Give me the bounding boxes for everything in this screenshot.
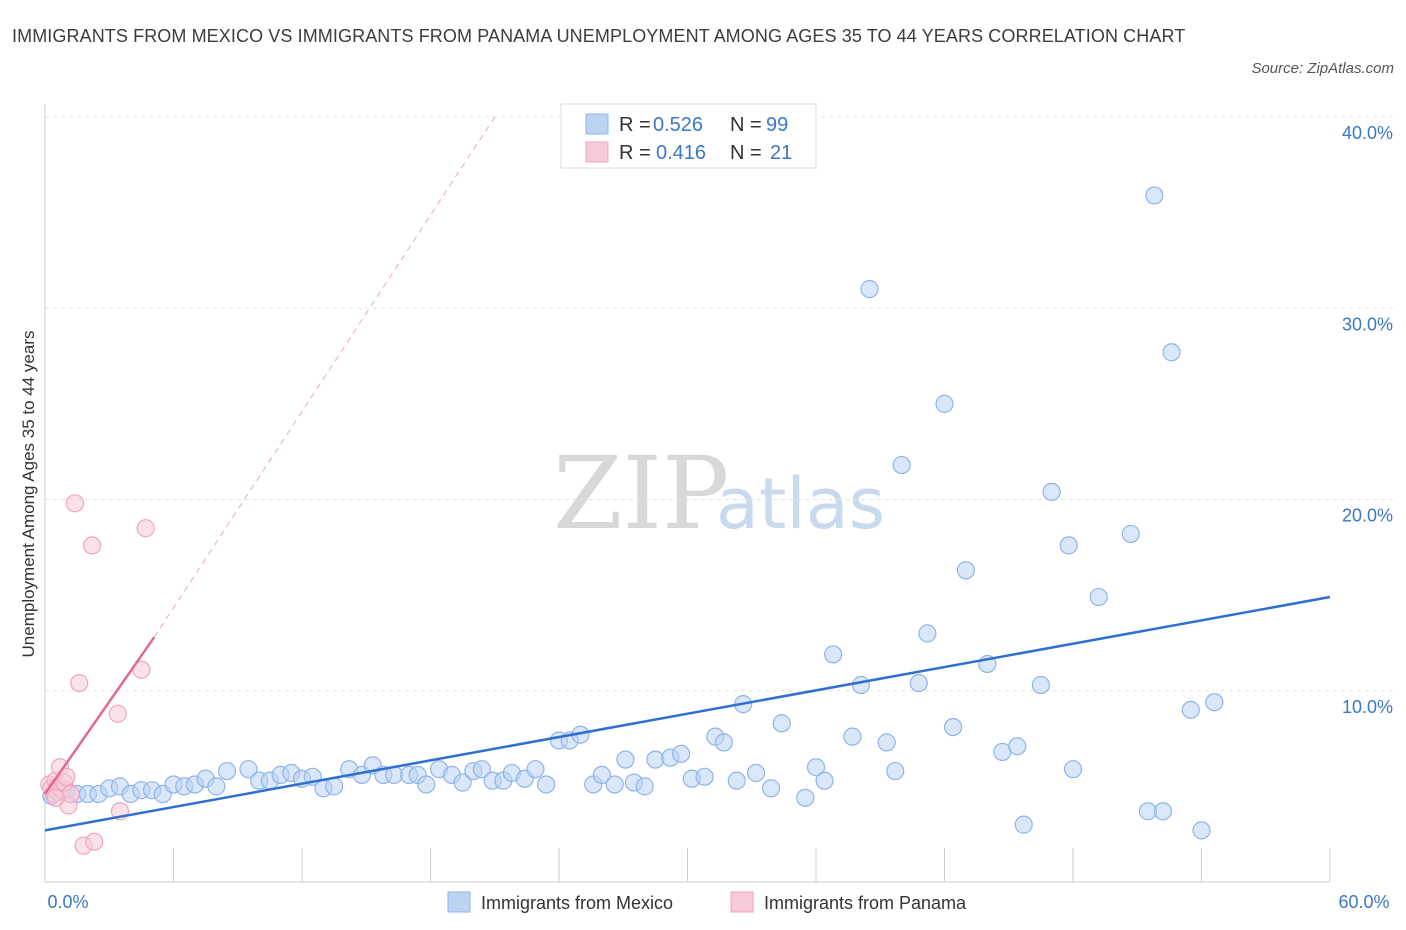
mexico-point-81 [956, 561, 976, 580]
mexico-point-97 [1205, 693, 1224, 712]
mexico-point-67 [796, 788, 815, 807]
legend-r-label-mexico: R = [619, 114, 651, 136]
mexico-point-64 [746, 763, 766, 783]
mexico-point-26 [325, 777, 344, 796]
panama-point-10 [61, 784, 80, 804]
trend-lines [43, 595, 1331, 832]
mexico-point-68 [806, 758, 826, 777]
mexico-point-77 [909, 673, 928, 693]
bottom-legend: Immigrants from Mexico Immigrants from P… [447, 891, 967, 913]
mexico-point-84 [1008, 737, 1027, 756]
watermark-atlas: atlas [716, 463, 885, 545]
y-tick-label-3: 40.0% [1342, 123, 1393, 143]
mexico-point-65 [761, 779, 781, 798]
mexico-point-39 [472, 760, 491, 779]
panama-points [40, 494, 155, 855]
mexico-point-16 [207, 777, 226, 796]
mexico-point-69 [815, 771, 834, 790]
y-tick-label-2: 30.0% [1342, 314, 1393, 334]
panama-point-15 [85, 832, 104, 851]
x-tick-label-min: 0.0% [47, 892, 88, 912]
mexico-point-55 [646, 750, 665, 769]
bottom-legend-label-mexico: Immigrants from Mexico [481, 893, 673, 913]
mexico-point-89 [1063, 760, 1083, 779]
mexico-point-18 [239, 760, 258, 779]
panama-point-14 [83, 536, 102, 555]
mexico-point-88 [1059, 536, 1078, 555]
mexico-point-54 [635, 777, 654, 796]
y-axis-label: Unemployment Among Ages 35 to 44 years [19, 331, 38, 658]
mexico-point-61 [714, 733, 734, 752]
mexico-point-76 [892, 455, 911, 475]
mexico-point-79 [935, 394, 954, 413]
panama-trend-extension [153, 116, 496, 638]
mexico-point-87 [1042, 482, 1061, 501]
mexico-point-96 [1192, 821, 1211, 840]
bottom-legend-swatch-panama [730, 891, 754, 913]
mexico-trend-line [44, 595, 1331, 832]
mexico-point-80 [943, 717, 963, 737]
mexico-point-75 [886, 761, 905, 781]
mexico-point-95 [1181, 700, 1200, 719]
panama-point-16 [108, 704, 127, 723]
mexico-point-34 [417, 775, 436, 794]
y-tick-labels: 10.0% 20.0% 30.0% 40.0% [1342, 123, 1393, 717]
mexico-point-37 [453, 773, 472, 792]
x-tick-label-max: 60.0% [1338, 892, 1389, 912]
legend-n-label-mexico: N = [730, 114, 762, 136]
mexico-point-17 [217, 761, 237, 781]
mexico-point-91 [1121, 524, 1140, 544]
legend-n-value-panama: 21 [770, 142, 792, 164]
y-tick-label-0: 10.0% [1342, 697, 1393, 717]
chart-title: IMMIGRANTS FROM MEXICO VS IMMIGRANTS FRO… [12, 26, 1186, 46]
mexico-point-57 [671, 744, 691, 763]
mexico-point-94 [1162, 343, 1181, 362]
panama-trend-line [43, 636, 156, 795]
mexico-point-90 [1089, 587, 1108, 607]
mexico-point-98 [1153, 802, 1173, 821]
mexico-point-51 [605, 775, 624, 794]
legend-swatch-panama [585, 141, 609, 163]
mexico-point-70 [824, 645, 843, 664]
legend-n-label-panama: N = [730, 142, 762, 164]
mexico-points [42, 186, 1224, 840]
bottom-legend-label-panama: Immigrants from Panama [764, 893, 967, 913]
mexico-point-93 [1145, 186, 1164, 205]
mexico-point-50 [592, 765, 611, 785]
mexico-point-71 [843, 727, 862, 746]
panama-point-19 [136, 519, 155, 538]
legend-swatch-mexico [585, 113, 609, 135]
mexico-point-44 [526, 760, 545, 779]
source-label: Source: ZipAtlas.com [1251, 60, 1394, 77]
watermark-zip: ZIP [553, 435, 729, 552]
panama-point-11 [65, 494, 85, 513]
y-tick-label-1: 20.0% [1342, 506, 1393, 526]
mexico-point-74 [877, 733, 896, 752]
panama-point-20 [46, 788, 65, 807]
legend-r-value-panama: 0.416 [656, 142, 706, 164]
panama-point-12 [70, 673, 89, 693]
legend-r-value-mexico: 0.526 [653, 114, 703, 136]
mexico-point-78 [918, 624, 937, 643]
mexico-point-45 [537, 775, 556, 794]
axes [44, 104, 1331, 883]
bottom-legend-swatch-mexico [447, 891, 471, 913]
mexico-point-72 [851, 675, 871, 695]
mexico-point-52 [616, 750, 635, 769]
mexico-point-62 [727, 771, 746, 790]
mexico-point-59 [695, 767, 714, 786]
mexico-point-85 [1014, 815, 1033, 834]
legend-n-value-mexico: 99 [766, 114, 788, 136]
gridlines [45, 116, 1395, 692]
mexico-point-66 [772, 714, 791, 733]
mexico-point-73 [860, 280, 879, 299]
legend-r-label-panama: R = [619, 142, 651, 164]
mexico-point-86 [1031, 675, 1050, 695]
panama-trend-extension-line [153, 116, 496, 638]
legend: R = 0.526 N = 99 R = 0.416 N = 21 [560, 103, 817, 169]
